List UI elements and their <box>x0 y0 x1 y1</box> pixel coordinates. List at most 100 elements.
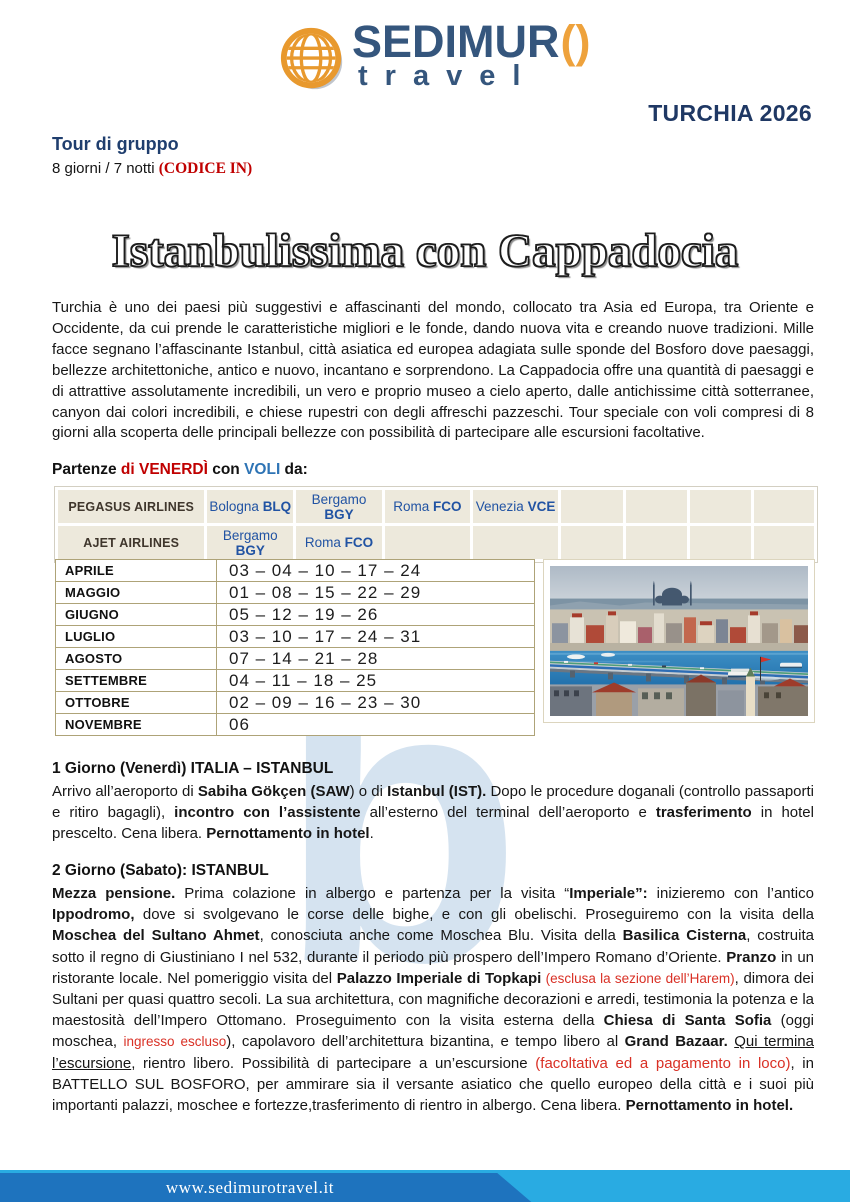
text-segment: in un ristorante locale. Nel pomeriggio … <box>52 948 814 987</box>
empty-cell <box>754 490 814 523</box>
text-segment: ingresso escluso <box>123 1034 227 1050</box>
month-cell: AGOSTO <box>55 647 217 670</box>
text-segment: Chiesa di Santa Sofia <box>603 1012 772 1030</box>
text-segment: Moschea del Sultano Ahmet <box>52 927 260 945</box>
departures-part: Partenze <box>52 461 121 478</box>
text-segment: ) o di <box>349 783 388 800</box>
month-cell: NOVEMBRE <box>55 713 217 736</box>
empty-cell <box>384 526 470 559</box>
istanbul-photo <box>550 566 808 716</box>
empty-cell <box>472 526 559 559</box>
text-segment: Ippodromo, <box>52 906 135 924</box>
month-cell: OTTOBRE <box>55 691 217 714</box>
text-segment: (esclusa la sezione dell’Harem) <box>541 970 735 986</box>
text-segment: trasferimento <box>655 804 752 822</box>
dates-cell: 04 – 11 – 18 – 25 <box>216 669 535 692</box>
month-cell: GIUGNO <box>55 603 217 626</box>
day2-paragraph: Mezza pensione. Prima colazione in alber… <box>52 883 814 1116</box>
departure-dates-table: APRILE 03 – 04 – 10 – 17 – 24 MAGGIO 01 – 0… <box>55 559 535 736</box>
text-segment: Pernottamento in hotel <box>206 825 370 843</box>
text-segment: Imperiale”: <box>569 885 648 902</box>
dates-cell: 03 – 10 – 17 – 24 – 31 <box>216 625 535 648</box>
empty-cell <box>625 526 688 559</box>
page-title: Istanbulissima con Cappadocia <box>111 224 739 278</box>
month-cell: APRILE <box>55 559 217 582</box>
brand-name-main: SEDIMUR <box>352 16 560 67</box>
text-segment: . <box>369 825 374 843</box>
flights-row: AJET AIRLINES Bergamo BGY Roma FCO <box>58 526 814 559</box>
airport-cell: Venezia VCE <box>472 490 559 523</box>
text-segment: (oggi moschea, <box>52 1012 814 1051</box>
dates-cell: 05 – 12 – 19 – 26 <box>216 603 535 626</box>
flights-row: PEGASUS AIRLINES Bologna BLQ Bergamo BGY Ro… <box>58 490 814 523</box>
text-segment: , conosciuta anche come Moschea Blu. Vis… <box>259 927 623 945</box>
text-segment: incontro con l’assistente <box>174 804 361 822</box>
departures-part: con <box>207 461 245 478</box>
season-title: TURCHIA 2026 <box>648 100 812 126</box>
tour-duration: 8 giorni / 7 notti <box>52 160 159 177</box>
empty-cell <box>561 526 623 559</box>
text-segment: , dimora dei Sultani per quasi quattro s… <box>52 969 814 1030</box>
dates-cell: 01 – 08 – 15 – 22 – 29 <box>216 581 535 604</box>
text-segment: , costruita sotto il regno di Giustinian… <box>52 927 814 966</box>
dates-row: NOVEMBRE 06 <box>55 713 535 736</box>
dates-row: OTTOBRE 02 – 09 – 16 – 23 – 30 <box>55 691 535 714</box>
text-segment: (facoltativa ed a pagamento in loco) <box>535 1054 791 1072</box>
dates-cell: 06 <box>216 713 535 736</box>
departures-flights: VOLI <box>244 461 281 478</box>
empty-cell <box>561 490 623 523</box>
departures-day: di VENERDÌ <box>120 461 208 478</box>
text-segment: Dopo le procedure doganali (controllo pa… <box>52 783 814 822</box>
departures-line: Partenze di VENERDÌ con VOLI da: <box>52 461 308 479</box>
brand-logo: SEDIMUR() travel <box>278 19 591 96</box>
airport-cell: Roma FCO <box>384 490 470 523</box>
text-segment: Pranzo <box>726 948 777 966</box>
brand-logo-text: SEDIMUR() travel <box>352 19 591 93</box>
dates-row: SETTEMBRE 04 – 11 – 18 – 25 <box>55 669 535 692</box>
airport-cell: Bologna BLQ <box>207 490 294 523</box>
text-segment: ), capolavoro dell’architettura bizantin… <box>226 1033 625 1051</box>
month-cell: MAGGIO <box>55 581 217 604</box>
text-segment: Basilica Cisterna <box>622 927 747 945</box>
airline-name-cell: AJET AIRLINES <box>58 526 205 559</box>
text-segment: , rientro libero. Possibilità di parteci… <box>131 1054 536 1072</box>
departures-part: da: <box>280 461 308 478</box>
text-segment: dove si svolgevano le corse delle bighe,… <box>134 906 814 924</box>
footer-website-link[interactable]: www.sedimurotravel.it <box>165 1177 335 1197</box>
empty-cell <box>690 526 752 559</box>
empty-cell <box>754 526 814 559</box>
brand-subname: travel <box>358 60 538 92</box>
dates-cell: 07 – 14 – 21 – 28 <box>216 647 535 670</box>
text-segment: Palazzo Imperiale di Topkapi <box>336 969 542 987</box>
month-cell: SETTEMBRE <box>55 669 217 692</box>
text-segment: inizieremo con l’antico <box>647 885 814 902</box>
dates-row: LUGLIO 03 – 10 – 17 – 24 – 31 <box>55 625 535 648</box>
globe-icon <box>280 27 343 90</box>
flights-table: PEGASUS AIRLINES Bologna BLQ Bergamo BGY Ro… <box>54 486 818 563</box>
text-segment: all’esterno del terminal dell’aeroporto … <box>360 804 656 822</box>
tour-duration-line: 8 giorni / 7 notti (CODICE IN) <box>52 160 252 178</box>
empty-cell <box>625 490 688 523</box>
airport-cell: Bergamo BGY <box>296 490 382 523</box>
brand-name: SEDIMUR() <box>352 19 591 64</box>
brand-name-parens: () <box>560 16 591 67</box>
dates-cell: 02 – 09 – 16 – 23 – 30 <box>216 691 535 714</box>
tour-code: (CODICE IN) <box>158 160 253 177</box>
dates-row: AGOSTO 07 – 14 – 21 – 28 <box>55 647 535 670</box>
footer-dark-stripe <box>0 1173 532 1202</box>
day1-paragraph: Arrivo all’aeroporto di Sabiha Gökçen (S… <box>52 781 814 845</box>
text-segment: Pernottamento in hotel. <box>625 1097 794 1115</box>
empty-cell <box>690 490 752 523</box>
dates-row: MAGGIO 01 – 08 – 15 – 22 – 29 <box>55 581 535 604</box>
month-cell: LUGLIO <box>55 625 217 648</box>
text-segment: , in BATTELLO SUL BOSFORO, per ammirare … <box>52 1054 814 1115</box>
text-segment: Sabiha Gökçen (SAW <box>197 783 350 800</box>
text-segment: Grand Bazaar. <box>624 1033 728 1051</box>
airport-cell: Roma FCO <box>296 526 382 559</box>
text-segment: Arrivo all’aeroporto di <box>52 783 198 800</box>
day2-heading: 2 Giorno (Sabato): ISTANBUL <box>52 862 269 879</box>
text-segment: Prima colazione in albergo e partenza pe… <box>175 885 570 902</box>
dates-table-body: APRILE 03 – 04 – 10 – 17 – 24 MAGGIO 01 – 0… <box>55 559 535 736</box>
airport-cell: Bergamo BGY <box>207 526 294 559</box>
